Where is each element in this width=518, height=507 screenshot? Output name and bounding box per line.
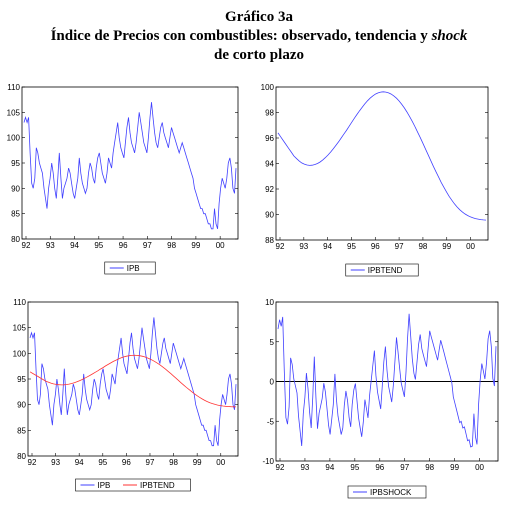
x-tick-label: 97: [143, 241, 152, 250]
x-tick-label: 00: [216, 458, 225, 467]
x-tick-label: 92: [276, 242, 285, 251]
plot-frame: [21, 86, 239, 240]
x-tick-label: 99: [450, 463, 459, 472]
x-tick-label: 92: [28, 458, 37, 467]
y-tick-label: 110: [13, 298, 26, 307]
y-tick-label: 100: [13, 349, 27, 358]
legend-label: IPBSHOCK: [370, 488, 412, 497]
y-tick-label: 92: [265, 185, 274, 194]
x-tick-label: 95: [98, 458, 107, 467]
legend-box: [345, 263, 419, 277]
y-tick-label: 80: [17, 452, 26, 461]
y-tick-label: 94: [265, 160, 274, 169]
x-tick-label: 95: [94, 241, 103, 250]
y-tick-label: 96: [265, 134, 274, 143]
figure-title-line-1: Índice de Precios con combustibles: obse…: [0, 27, 518, 45]
x-tick-label: 99: [191, 241, 200, 250]
x-tick-label: 92: [276, 463, 285, 472]
y-tick-label: 90: [17, 401, 26, 410]
y-tick-label: 90: [265, 211, 274, 220]
chart-panel-4: -10 -5 0 5 10 92 93 94 95 96 97 98 99 00 IPBSHOCK: [262, 298, 499, 499]
x-tick-label: 93: [300, 463, 309, 472]
x-tick-label: 97: [400, 463, 409, 472]
x-tick-label: 94: [75, 458, 84, 467]
series-line-ipbtend: [29, 354, 237, 408]
x-tick-label: 00: [466, 242, 475, 251]
legend: IPB IPBTEND: [75, 478, 191, 492]
series-line-ipb: [29, 317, 237, 447]
y-tick-label: 110: [7, 83, 20, 92]
y-tick-label: 95: [17, 375, 26, 384]
y-tick-label: 105: [7, 108, 21, 117]
y-tick-label: 10: [265, 298, 274, 307]
y-tick-label: 98: [265, 109, 274, 118]
legend-label: IPB: [127, 264, 140, 273]
figure-title-line-2: de corto plazo: [214, 47, 304, 63]
y-tick-label: 100: [7, 134, 21, 143]
x-tick-label: 99: [442, 242, 451, 251]
x-tick-label: 95: [347, 242, 356, 251]
y-tick-label: 95: [11, 159, 20, 168]
x-tick-label: 94: [70, 241, 79, 250]
x-tick-label: 00: [216, 241, 225, 250]
y-tick-label: 88: [265, 236, 274, 245]
x-tick-label: 92: [22, 241, 31, 250]
legend: IPBSHOCK: [347, 485, 427, 499]
x-tick-label: 93: [51, 458, 60, 467]
x-tick-label: 99: [193, 458, 202, 467]
legend-box: [104, 261, 156, 275]
series-line-ipbtend: [277, 91, 487, 221]
figure-number: Gráfico 3a: [225, 9, 293, 25]
chart-panel-2: 88 90 92 94 96 98 100 92 93 94 95 96 97 98 99 00 IPBTEND: [261, 83, 489, 277]
y-tick-label: 5: [270, 338, 275, 347]
x-tick-label: 97: [395, 242, 404, 251]
series-line-ipb: [23, 102, 237, 230]
x-tick-label: 98: [418, 242, 427, 251]
plot-frame: [275, 86, 489, 241]
chart-panel-1: 80 85 90 95 100 105 110 92 93 94 95 96 97 98 99 00 IPB: [7, 83, 239, 275]
x-tick-label: 98: [167, 241, 176, 250]
y-tick-label: 80: [11, 235, 20, 244]
x-tick-label: 93: [46, 241, 55, 250]
y-tick-label: -5: [267, 417, 275, 426]
legend-label: IPBTEND: [368, 266, 403, 275]
x-tick-label: 95: [350, 463, 359, 472]
x-tick-label: 98: [425, 463, 434, 472]
x-tick-label: 94: [323, 242, 332, 251]
legend: IPB: [104, 261, 156, 275]
x-tick-label: 96: [122, 458, 131, 467]
y-tick-label: 105: [13, 324, 27, 333]
legend-label: IPBTEND: [140, 481, 175, 490]
series-line-ipbshock: [277, 313, 497, 448]
legend-box: [347, 485, 427, 499]
legend: IPBTEND: [345, 263, 419, 277]
title-italic-word: shock: [431, 28, 468, 44]
y-tick-label: 90: [11, 184, 20, 193]
title-main-text: Índice de Precios con combustibles: obse…: [50, 28, 432, 44]
x-tick-label: 94: [325, 463, 334, 472]
y-tick-label: 100: [261, 83, 275, 92]
y-tick-label: 85: [11, 210, 20, 219]
y-tick-label: -10: [262, 457, 274, 466]
legend-label: IPB: [98, 481, 111, 490]
x-tick-label: 96: [371, 242, 380, 251]
x-tick-label: 00: [475, 463, 484, 472]
x-tick-label: 96: [375, 463, 384, 472]
y-tick-label: 85: [17, 426, 26, 435]
x-tick-label: 97: [146, 458, 155, 467]
x-tick-label: 98: [169, 458, 178, 467]
x-tick-label: 93: [299, 242, 308, 251]
x-tick-label: 96: [119, 241, 128, 250]
y-tick-label: 0: [270, 378, 275, 387]
